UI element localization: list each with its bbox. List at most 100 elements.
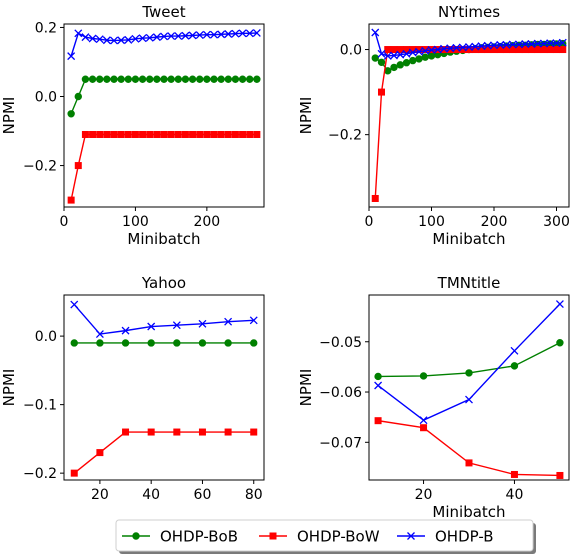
data-point xyxy=(96,130,104,138)
x-tick-label: 60 xyxy=(194,487,212,503)
x-axis-label: Minibatch xyxy=(432,230,505,248)
y-tick-label: −0.1 xyxy=(23,398,57,414)
data-point xyxy=(110,130,118,138)
y-tick-label: −0.05 xyxy=(319,335,362,351)
x-axis-label: Minibatch xyxy=(127,230,200,248)
data-point xyxy=(553,46,560,54)
series-ohdp-b xyxy=(67,29,261,61)
data-point xyxy=(95,330,104,339)
data-point xyxy=(556,339,564,347)
series-line-ohdp-bow xyxy=(73,431,254,474)
series-line-ohdp-b xyxy=(377,303,561,421)
data-point xyxy=(433,45,442,54)
data-point xyxy=(502,40,511,49)
data-point xyxy=(490,41,498,50)
data-point xyxy=(67,196,75,204)
chart-title: Yahoo xyxy=(141,274,186,292)
data-point xyxy=(540,46,548,54)
data-point xyxy=(224,339,232,347)
data-point xyxy=(121,339,130,347)
data-point xyxy=(224,30,233,38)
data-point xyxy=(528,46,535,54)
data-point xyxy=(250,339,258,347)
legend-box xyxy=(115,519,534,552)
data-point xyxy=(196,130,204,138)
data-point xyxy=(96,449,104,457)
data-point xyxy=(384,46,392,54)
data-point xyxy=(409,56,417,65)
data-point xyxy=(231,75,240,83)
data-point xyxy=(546,39,555,48)
data-point xyxy=(198,428,206,436)
y-tick-label: 0.2 xyxy=(35,20,57,36)
data-point xyxy=(253,130,261,138)
data-point xyxy=(188,75,197,83)
data-point xyxy=(508,40,517,49)
series-ohdp-b xyxy=(371,28,567,60)
data-point xyxy=(421,53,429,61)
data-point xyxy=(95,35,104,44)
data-point xyxy=(117,75,125,83)
data-point xyxy=(131,34,140,43)
series-ohdp-bow xyxy=(67,130,261,204)
data-point xyxy=(110,36,118,45)
data-point xyxy=(124,75,132,83)
data-point xyxy=(173,339,181,347)
data-point xyxy=(117,130,125,138)
data-point xyxy=(81,75,90,83)
series-ohdp-bob xyxy=(371,39,567,75)
y-tick-label: 0.0 xyxy=(340,43,362,59)
x-axis-label: Minibatch xyxy=(432,503,505,521)
data-point xyxy=(415,55,423,63)
data-point xyxy=(420,424,428,432)
legend-label: OHDP-B xyxy=(435,528,494,546)
data-point xyxy=(515,40,523,49)
data-point xyxy=(415,47,423,56)
plot-frame xyxy=(63,23,265,208)
data-point xyxy=(181,31,190,40)
data-point xyxy=(452,43,461,52)
data-point xyxy=(138,75,147,83)
data-point xyxy=(167,32,176,41)
data-point xyxy=(117,36,126,45)
data-point xyxy=(147,339,155,347)
data-point xyxy=(224,130,232,138)
x-tick-label: 20 xyxy=(415,487,433,503)
data-point xyxy=(172,321,181,330)
data-point xyxy=(521,40,530,48)
data-point xyxy=(67,110,75,118)
data-point xyxy=(210,130,218,138)
data-point xyxy=(174,75,182,83)
plot-frame xyxy=(368,23,570,208)
legend-label: OHDP-BoW xyxy=(297,528,380,546)
data-point xyxy=(231,130,239,138)
data-point xyxy=(540,39,548,48)
data-point xyxy=(145,33,154,42)
data-point xyxy=(210,30,218,39)
series-line-ohdp-bow xyxy=(70,133,257,201)
data-point xyxy=(446,44,455,53)
data-point xyxy=(465,369,473,377)
data-point xyxy=(198,319,207,328)
data-point xyxy=(122,428,130,436)
chart-title: TMNtitle xyxy=(437,274,501,292)
data-point xyxy=(555,300,564,309)
data-point xyxy=(458,43,467,52)
legend-label: OHDP-BoB xyxy=(160,528,238,546)
data-point xyxy=(390,46,398,54)
panel-nytimes: 0 100 200 300 −0.2 0.0 NYtimes Minibatch NPMI xyxy=(297,3,570,248)
data-point xyxy=(110,75,118,83)
legend-item-ohdp-bow: OHDP-BoW xyxy=(259,528,380,546)
data-point xyxy=(477,42,486,51)
data-point xyxy=(245,29,254,38)
legend: OHDP-BoB OHDP-BoW OHDP-B xyxy=(115,519,536,554)
data-point xyxy=(89,130,97,138)
series-ohdp-b xyxy=(70,300,258,339)
data-point xyxy=(421,46,430,55)
data-point xyxy=(173,428,181,436)
y-tick-label: 0.0 xyxy=(35,90,57,106)
data-point xyxy=(217,30,226,39)
data-point xyxy=(103,130,111,138)
data-point xyxy=(546,46,554,54)
